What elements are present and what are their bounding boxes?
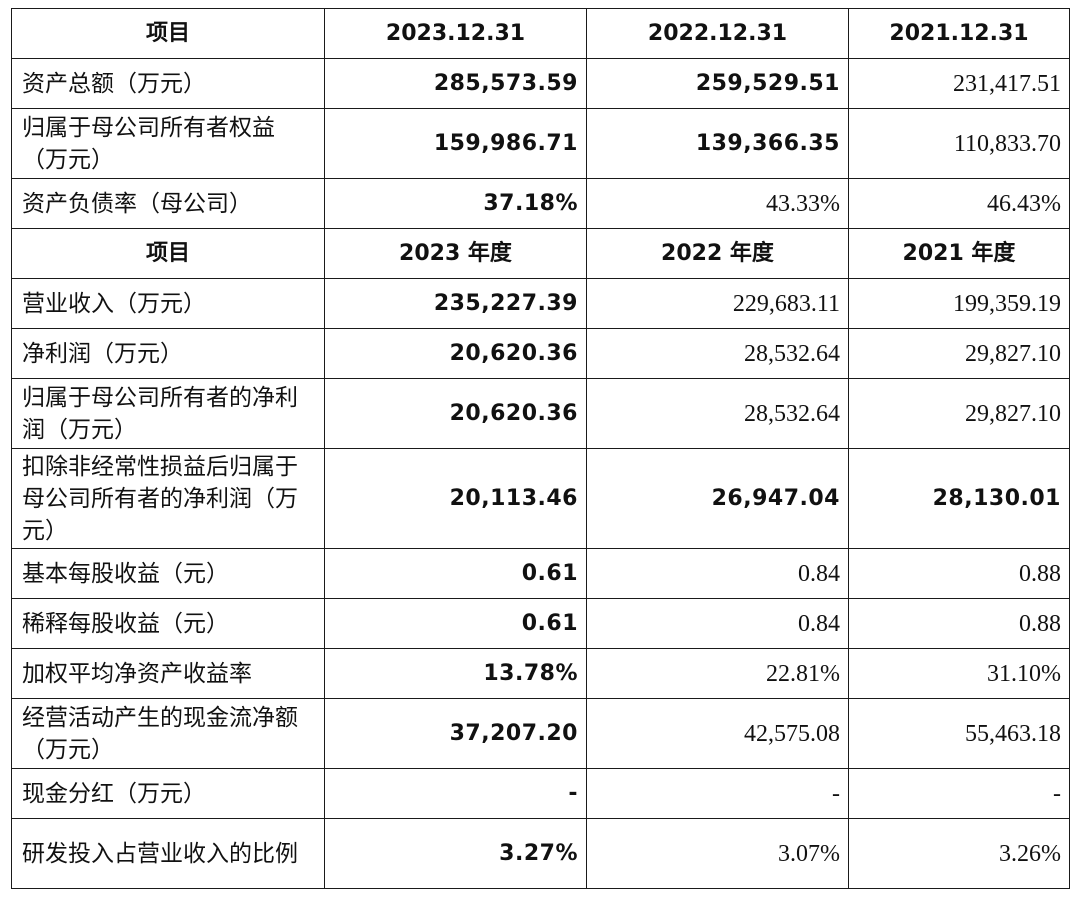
- table-row: 现金分红（万元） - - -: [11, 768, 1070, 819]
- table-row: 扣除非经常性损益后归属于母公司所有者的净利润（万元） 20,113.46 26,…: [11, 448, 1070, 549]
- value-2021: 0.88: [848, 548, 1070, 599]
- value-2023: 3.27%: [324, 818, 587, 889]
- value-2021: 110,833.70: [848, 108, 1070, 179]
- row-label: 扣除非经常性损益后归属于母公司所有者的净利润（万元）: [11, 448, 325, 549]
- row-label: 资产总额（万元）: [11, 58, 325, 109]
- header-cell-item: 项目: [11, 8, 325, 59]
- value-2022: 139,366.35: [586, 108, 849, 179]
- value-2021: 29,827.10: [848, 328, 1070, 379]
- row-label: 经营活动产生的现金流净额（万元）: [11, 698, 325, 769]
- value-2023: -: [324, 768, 587, 819]
- value-2023: 13.78%: [324, 648, 587, 699]
- value-2023: 159,986.71: [324, 108, 587, 179]
- table-row: 基本每股收益（元） 0.61 0.84 0.88: [11, 548, 1070, 599]
- table-row: 营业收入（万元） 235,227.39 229,683.11 199,359.1…: [11, 278, 1070, 329]
- value-2023: 37.18%: [324, 178, 587, 229]
- header-cell-2022: 2022 年度: [586, 228, 849, 279]
- value-2022: 28,532.64: [586, 378, 849, 449]
- value-2021: 55,463.18: [848, 698, 1070, 769]
- value-2021: 31.10%: [848, 648, 1070, 699]
- table-row: 研发投入占营业收入的比例 3.27% 3.07% 3.26%: [11, 818, 1070, 889]
- value-2023: 0.61: [324, 548, 587, 599]
- row-label: 现金分红（万元）: [11, 768, 325, 819]
- row-label: 加权平均净资产收益率: [11, 648, 325, 699]
- value-2021: 199,359.19: [848, 278, 1070, 329]
- financial-table-container: 项目 2023.12.31 2022.12.31 2021.12.31 资产总额…: [11, 8, 1070, 889]
- header-cell-2023: 2023 年度: [324, 228, 587, 279]
- value-2021: 231,417.51: [848, 58, 1070, 109]
- row-label: 归属于母公司所有者的净利润（万元）: [11, 378, 325, 449]
- value-2023: 20,620.36: [324, 328, 587, 379]
- row-label: 基本每股收益（元）: [11, 548, 325, 599]
- row-label: 资产负债率（母公司）: [11, 178, 325, 229]
- value-2021: 29,827.10: [848, 378, 1070, 449]
- value-2022: 43.33%: [586, 178, 849, 229]
- value-2022: 259,529.51: [586, 58, 849, 109]
- value-2023: 20,620.36: [324, 378, 587, 449]
- value-2022: 26,947.04: [586, 448, 849, 549]
- table-header-row-balance: 项目 2023.12.31 2022.12.31 2021.12.31: [11, 8, 1070, 59]
- value-2021: 46.43%: [848, 178, 1070, 229]
- table-row: 净利润（万元） 20,620.36 28,532.64 29,827.10: [11, 328, 1070, 379]
- table-row: 资产负债率（母公司） 37.18% 43.33% 46.43%: [11, 178, 1070, 229]
- value-2022: 229,683.11: [586, 278, 849, 329]
- table-row: 稀释每股收益（元） 0.61 0.84 0.88: [11, 598, 1070, 649]
- value-2023: 37,207.20: [324, 698, 587, 769]
- header-cell-2023: 2023.12.31: [324, 8, 587, 59]
- value-2022: 3.07%: [586, 818, 849, 889]
- value-2021: -: [848, 768, 1070, 819]
- value-2021: 28,130.01: [848, 448, 1070, 549]
- table-row: 归属于母公司所有者的净利润（万元） 20,620.36 28,532.64 29…: [11, 378, 1070, 449]
- financial-data-table: 项目 2023.12.31 2022.12.31 2021.12.31 资产总额…: [11, 8, 1070, 889]
- table-row: 经营活动产生的现金流净额（万元） 37,207.20 42,575.08 55,…: [11, 698, 1070, 769]
- header-cell-2022: 2022.12.31: [586, 8, 849, 59]
- value-2021: 0.88: [848, 598, 1070, 649]
- value-2023: 0.61: [324, 598, 587, 649]
- value-2022: 0.84: [586, 598, 849, 649]
- value-2023: 285,573.59: [324, 58, 587, 109]
- header-cell-2021: 2021 年度: [848, 228, 1070, 279]
- row-label: 研发投入占营业收入的比例: [11, 818, 325, 889]
- table-row: 归属于母公司所有者权益（万元） 159,986.71 139,366.35 11…: [11, 108, 1070, 179]
- value-2023: 20,113.46: [324, 448, 587, 549]
- value-2022: -: [586, 768, 849, 819]
- row-label: 稀释每股收益（元）: [11, 598, 325, 649]
- value-2023: 235,227.39: [324, 278, 587, 329]
- table-row: 加权平均净资产收益率 13.78% 22.81% 31.10%: [11, 648, 1070, 699]
- header-cell-2021: 2021.12.31: [848, 8, 1070, 59]
- header-cell-item: 项目: [11, 228, 325, 279]
- row-label: 归属于母公司所有者权益（万元）: [11, 108, 325, 179]
- table-header-row-income: 项目 2023 年度 2022 年度 2021 年度: [11, 228, 1070, 279]
- value-2022: 28,532.64: [586, 328, 849, 379]
- value-2021: 3.26%: [848, 818, 1070, 889]
- value-2022: 0.84: [586, 548, 849, 599]
- row-label: 净利润（万元）: [11, 328, 325, 379]
- row-label: 营业收入（万元）: [11, 278, 325, 329]
- value-2022: 22.81%: [586, 648, 849, 699]
- table-row: 资产总额（万元） 285,573.59 259,529.51 231,417.5…: [11, 58, 1070, 109]
- value-2022: 42,575.08: [586, 698, 849, 769]
